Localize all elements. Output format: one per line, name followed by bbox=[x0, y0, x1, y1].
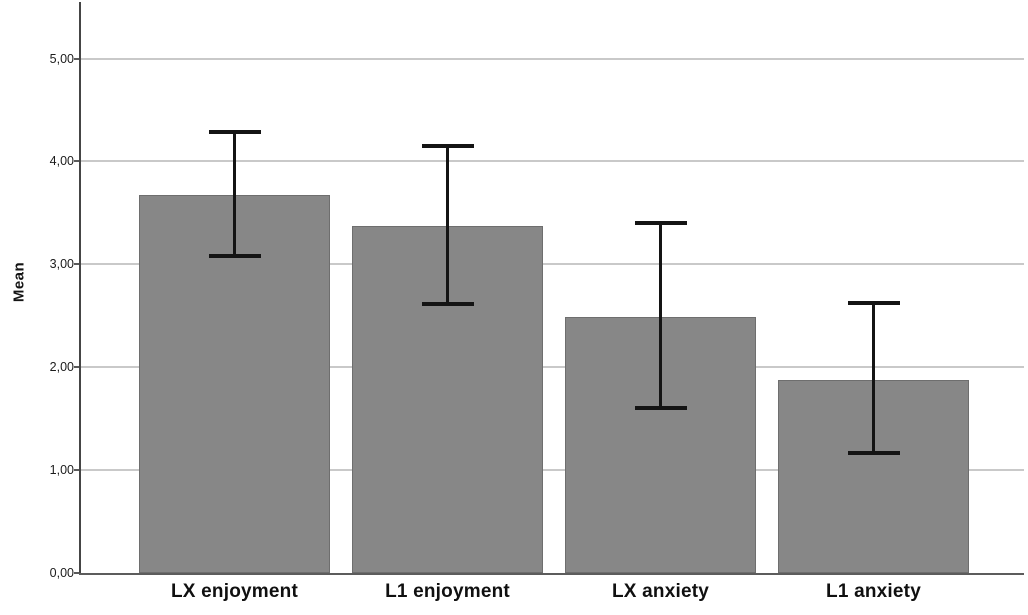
bar bbox=[139, 195, 330, 573]
error-bar-cap-bottom bbox=[208, 254, 261, 259]
y-axis-line bbox=[79, 2, 81, 575]
error-bar-cap-bottom bbox=[847, 450, 900, 455]
y-axis-tick bbox=[74, 366, 79, 369]
y-axis-tick bbox=[74, 57, 79, 60]
gridline bbox=[81, 366, 1024, 369]
y-axis-tick bbox=[74, 263, 79, 266]
error-bar-cap-top bbox=[847, 301, 900, 306]
y-tick-label: 0,00 bbox=[49, 566, 74, 580]
y-tick-label: 2,00 bbox=[49, 360, 74, 375]
gridline bbox=[81, 160, 1024, 163]
error-bar-cap-bottom bbox=[634, 406, 687, 411]
y-tick-label: 4,00 bbox=[49, 154, 74, 169]
x-axis-line bbox=[79, 573, 1024, 575]
y-axis-tick bbox=[74, 469, 79, 472]
x-category-label: LX enjoyment bbox=[171, 581, 298, 602]
x-category-label: L1 enjoyment bbox=[385, 581, 510, 602]
gridline bbox=[81, 263, 1024, 266]
error-bar-stem bbox=[658, 223, 663, 409]
error-bar-stem bbox=[445, 145, 450, 305]
error-bar-cap-top bbox=[634, 221, 687, 226]
error-bar-cap-top bbox=[208, 129, 261, 134]
gridline bbox=[81, 57, 1024, 60]
y-axis-tick bbox=[74, 160, 79, 163]
gridline bbox=[81, 469, 1024, 472]
y-axis-tick bbox=[74, 572, 79, 574]
error-bar-stem bbox=[871, 303, 876, 453]
x-category-label: LX anxiety bbox=[611, 581, 710, 602]
y-tick-label: 3,00 bbox=[49, 257, 74, 272]
y-tick-label: 5,00 bbox=[49, 51, 74, 66]
x-category-label: L1 anxiety bbox=[826, 581, 921, 602]
y-tick-label: 1,00 bbox=[49, 463, 74, 478]
error-bar-cap-bottom bbox=[421, 302, 474, 307]
error-bar-cap-top bbox=[421, 143, 474, 148]
error-bar-stem bbox=[232, 131, 237, 257]
